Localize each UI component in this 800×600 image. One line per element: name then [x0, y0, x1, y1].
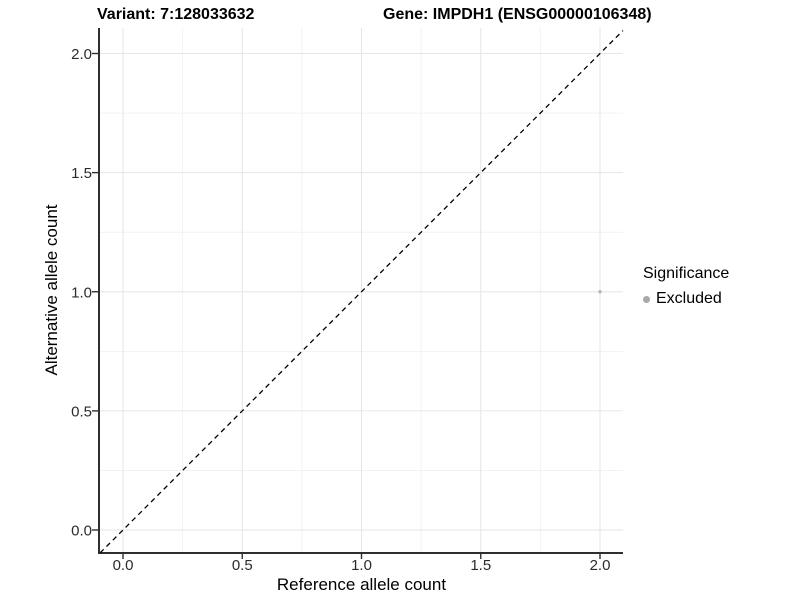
y-tick-label: 2.0 — [71, 46, 92, 63]
y-tick-label: 0.0 — [71, 523, 92, 540]
excluded-point-icon — [643, 295, 650, 303]
gene-title: Gene: IMPDH1 (ENSG00000106348) — [383, 6, 652, 23]
y-tick-label: 1.0 — [71, 284, 92, 301]
x-tick-label: 1.5 — [470, 557, 491, 574]
x-tick-label: 1.0 — [351, 557, 372, 574]
legend-title: Significance — [643, 265, 730, 282]
x-tick-label: 0.5 — [232, 557, 253, 574]
y-tick-label: 0.5 — [71, 403, 92, 420]
x-tick-label: 2.0 — [590, 557, 611, 574]
identity-dashed-line — [99, 30, 624, 554]
x-axis-title: Reference allele count — [276, 575, 447, 594]
legend-item-excluded: Excluded — [643, 290, 729, 308]
data-point — [598, 290, 602, 294]
x-tick-label: 0.0 — [113, 557, 134, 574]
variant-title: Variant: 7:128033632 — [97, 6, 255, 23]
legend: Significance Excluded — [643, 265, 729, 308]
y-axis-title: Alternative allele count — [42, 204, 61, 376]
y-tick-label: 1.5 — [71, 165, 92, 182]
legend-item-label: Excluded — [656, 290, 722, 307]
